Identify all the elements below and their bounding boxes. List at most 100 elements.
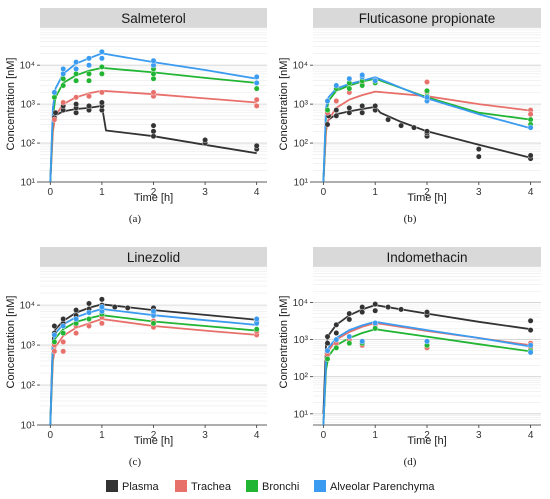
- panel-c-strip: [40, 247, 267, 267]
- data-point-plasma: [346, 105, 353, 111]
- data-point-bronchi: [333, 344, 340, 351]
- data-point-alveolar-parenchyma: [253, 316, 260, 322]
- x-tick-label: 2: [424, 430, 430, 441]
- data-point-plasma: [398, 306, 404, 313]
- data-point-alveolar-parenchyma: [60, 70, 67, 77]
- data-point-alveolar-parenchyma: [527, 124, 534, 131]
- data-point-plasma: [150, 133, 157, 140]
- data-point-trachea: [73, 94, 80, 101]
- x-tick-label: 1: [99, 187, 105, 198]
- data-point-bronchi: [60, 82, 67, 89]
- x-tick-label: 0: [48, 187, 54, 198]
- panel-c-xlabel: Time [h]: [134, 435, 173, 447]
- y-tick-label: 10⁴: [20, 61, 35, 72]
- data-point-bronchi: [60, 330, 67, 336]
- data-point-plasma: [385, 116, 391, 123]
- y-tick-label: 10¹: [294, 409, 309, 420]
- x-tick-label: 4: [528, 187, 534, 198]
- panel-c-title: Linezolid: [127, 250, 180, 265]
- x-tick-label: 4: [254, 187, 260, 198]
- data-point-plasma: [346, 310, 353, 317]
- y-tick-label: 10¹: [21, 178, 36, 189]
- data-point-plasma: [333, 112, 340, 119]
- data-point-alveolar-parenchyma: [527, 342, 534, 349]
- panel-d-ylabel: Concentration [nM]: [278, 296, 290, 389]
- data-point-plasma: [86, 300, 92, 307]
- data-point-bronchi: [324, 356, 331, 362]
- data-point-plasma: [73, 109, 80, 116]
- data-point-alveolar-parenchyma: [424, 338, 430, 345]
- data-point-alveolar-parenchyma: [86, 55, 92, 62]
- data-point-plasma: [99, 99, 105, 106]
- data-point-alveolar-parenchyma: [73, 59, 80, 65]
- plot-background: [313, 28, 541, 182]
- panel-b-plot: 0 1 2 3 4 10¹ 10² 10³ 10⁴: [293, 27, 541, 198]
- data-point-trachea: [60, 348, 67, 355]
- data-point-plasma: [124, 304, 131, 311]
- data-point-plasma: [253, 142, 260, 149]
- legend-swatch-alveolar-parenchyma: [314, 480, 326, 492]
- y-tick-label: 10³: [21, 100, 36, 111]
- data-point-plasma: [52, 109, 59, 116]
- series-line-bronchi: [322, 328, 531, 426]
- data-point-trachea: [51, 116, 58, 123]
- data-point-alveolar-parenchyma: [51, 89, 58, 96]
- data-point-bronchi: [86, 316, 92, 322]
- data-point-alveolar-parenchyma: [333, 336, 340, 343]
- data-point-plasma: [527, 327, 534, 333]
- data-point-alveolar-parenchyma: [372, 320, 379, 326]
- series-line-trachea: [49, 89, 257, 183]
- panel-b-xlabel: Time [h]: [407, 192, 446, 204]
- data-point-trachea: [60, 99, 67, 106]
- data-point-plasma: [51, 323, 58, 329]
- legend-swatch-trachea: [175, 480, 187, 492]
- data-point-alveolar-parenchyma: [99, 55, 105, 62]
- legend-swatch-bronchi: [246, 480, 258, 492]
- x-tick-label: 4: [528, 430, 534, 441]
- data-point-bronchi: [73, 77, 80, 84]
- data-point-alveolar-parenchyma: [150, 57, 157, 64]
- data-point-bronchi: [150, 75, 157, 82]
- data-point-bronchi: [253, 85, 260, 92]
- data-point-plasma: [333, 321, 340, 328]
- data-point-plasma: [385, 304, 391, 310]
- data-point-alveolar-parenchyma: [527, 349, 534, 356]
- data-point-alveolar-parenchyma: [324, 98, 331, 104]
- data-point-plasma: [73, 307, 80, 313]
- data-point-trachea: [99, 89, 105, 96]
- data-point-bronchi: [346, 340, 353, 347]
- series-line-plasma: [322, 304, 531, 414]
- data-point-plasma: [424, 309, 430, 315]
- data-point-bronchi: [60, 75, 67, 82]
- y-tick-label: 10⁴: [20, 301, 35, 312]
- y-tick-label: 10¹: [294, 178, 309, 189]
- data-point-bronchi: [51, 338, 58, 345]
- data-point-plasma: [527, 317, 534, 324]
- panel-a-strip: [40, 8, 267, 28]
- panel-b-title: Fluticasone propionate: [359, 11, 496, 26]
- x-tick-label: 3: [476, 430, 482, 441]
- data-point-plasma: [475, 153, 482, 160]
- y-tick-label: 10³: [294, 100, 309, 111]
- data-point-trachea: [51, 348, 58, 355]
- data-point-bronchi: [424, 87, 430, 94]
- y-tick-label: 10³: [21, 341, 36, 352]
- panel-d-plot: 0 1 2 3 4 10¹ 10² 10³ 10⁴: [293, 266, 541, 441]
- legend-label-trachea: Trachea: [191, 481, 232, 493]
- data-point-alveolar-parenchyma: [73, 66, 80, 72]
- x-tick-label: 0: [321, 187, 327, 198]
- x-tick-label: 2: [151, 430, 157, 441]
- data-point-bronchi: [99, 64, 105, 70]
- data-point-plasma: [99, 296, 105, 303]
- data-point-trachea: [86, 93, 92, 100]
- data-point-trachea: [60, 338, 67, 345]
- data-point-plasma: [324, 333, 331, 340]
- series-line-bronchi: [49, 67, 257, 183]
- legend-swatch-plasma: [106, 480, 118, 492]
- data-point-alveolar-parenchyma: [253, 80, 260, 86]
- data-point-trachea: [333, 98, 340, 104]
- data-point-plasma: [359, 309, 366, 315]
- data-point-bronchi: [86, 77, 92, 84]
- data-point-trachea: [424, 79, 430, 85]
